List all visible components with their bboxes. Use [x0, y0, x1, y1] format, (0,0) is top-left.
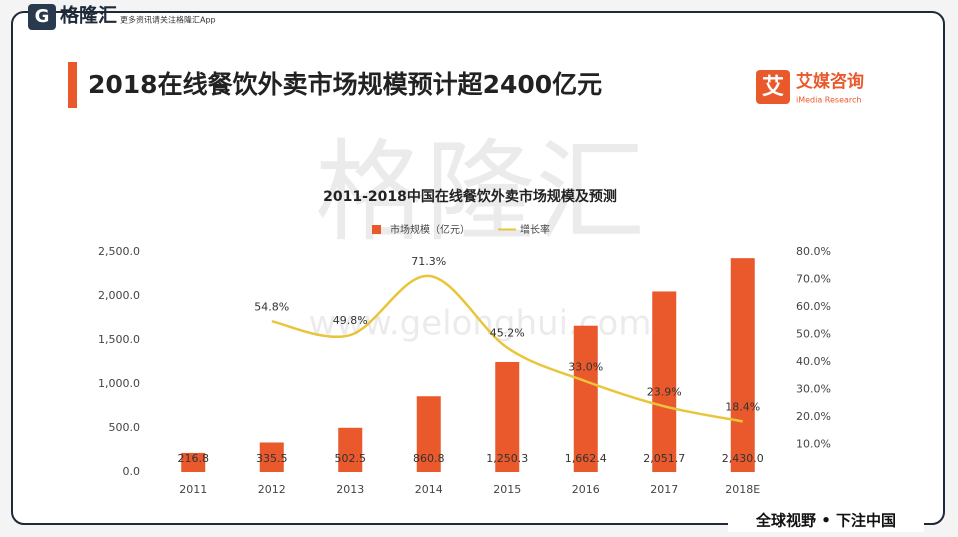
y2-tick-label: 70.0%: [796, 273, 831, 286]
y2-tick-label: 60.0%: [796, 300, 831, 313]
logo-letter: G: [35, 6, 50, 27]
y2-tick-label: 80.0%: [796, 245, 831, 258]
y-tick-label: 2,500.0: [98, 245, 140, 258]
brand: 格隆汇: [60, 4, 117, 27]
y-tick-label: 2,000.0: [98, 289, 140, 302]
chart-title: 2011-2018中国在线餐饮外卖市场规模及预测: [323, 188, 617, 205]
y-tick-label: 0.0: [123, 465, 141, 478]
x-tick-label: 2011: [179, 483, 207, 496]
y2-tick-label: 50.0%: [796, 328, 831, 341]
y-tick-label: 1,500.0: [98, 333, 140, 346]
line-value-label: 45.2%: [490, 327, 525, 340]
y2-tick-label: 20.0%: [796, 410, 831, 423]
legend-swatch: [372, 225, 381, 234]
y-tick-label: 500.0: [109, 421, 141, 434]
growth-line: [271, 274, 743, 423]
line-value-label: 23.9%: [647, 385, 682, 398]
bar-value-label: 502.5: [335, 452, 367, 465]
frame: [11, 11, 945, 525]
y2-tick-label: 30.0%: [796, 383, 831, 396]
source-brand: 艾媒咨询: [796, 71, 864, 92]
bar-value-label: 335.5: [256, 452, 288, 465]
bar: [416, 396, 441, 472]
logo-icon: [28, 4, 56, 30]
legend-label: 增长率: [520, 223, 550, 236]
slogan-bg: [728, 510, 924, 532]
bar-value-label: 860.8: [413, 452, 445, 465]
bar: [495, 361, 520, 472]
x-tick-label: 2012: [258, 483, 286, 496]
bar: [730, 258, 755, 472]
x-tick-label: 2014: [415, 483, 443, 496]
bar-value-label: 216.8: [178, 452, 210, 465]
line-value-label: 54.8%: [254, 300, 289, 313]
bar: [652, 291, 677, 472]
bar-value-label: 1,662.4: [565, 452, 607, 465]
line-value-label: 49.8%: [333, 314, 368, 327]
source-icon-char: 艾: [762, 75, 784, 100]
x-tick-label: 2013: [336, 483, 364, 496]
y-tick-label: 1,000.0: [98, 377, 140, 390]
watermark: 格隆汇: [315, 128, 645, 256]
bar: [259, 442, 284, 472]
x-tick-label: 2017: [650, 483, 678, 496]
x-tick-label: 2015: [493, 483, 521, 496]
y2-tick-label: 10.0%: [796, 438, 831, 451]
line-value-label: 33.0%: [568, 360, 603, 373]
bar-value-label: 2,430.0: [722, 452, 764, 465]
bar: [338, 427, 363, 472]
y2-tick-label: 40.0%: [796, 355, 831, 368]
tagline: 更多资讯请关注格隆汇App: [120, 15, 216, 25]
x-tick-label: 2018E: [725, 483, 760, 496]
source-icon: [756, 70, 790, 104]
headline: 2018在线餐饮外卖市场规模预计超2400亿元: [88, 70, 602, 99]
bar: [181, 452, 206, 472]
headline-bar: [68, 62, 77, 108]
slogan: 全球视野 • 下注中国: [755, 512, 896, 530]
bar-value-label: 1,250.3: [486, 452, 528, 465]
source-sub: iMedia Research: [796, 96, 862, 105]
line-value-label: 18.4%: [725, 400, 760, 413]
line-value-label: 71.3%: [411, 255, 446, 268]
legend-label: 市场规模（亿元）: [390, 223, 470, 236]
bar: [573, 325, 598, 472]
bar-value-label: 2,051.7: [643, 452, 685, 465]
x-tick-label: 2016: [572, 483, 600, 496]
